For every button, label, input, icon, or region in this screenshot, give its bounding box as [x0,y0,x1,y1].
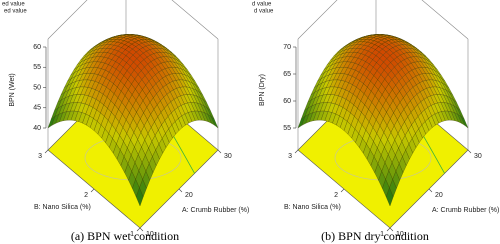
legend-note: ed value [2,2,25,8]
x-tick-label: 30 [474,153,482,160]
z-tick-label: 55 [283,125,291,132]
y-tick-label: 1 [130,231,134,238]
x-tick-label: 10 [146,231,154,238]
x-axis-label: A: Crumb Rubber (%) [182,207,249,214]
x-axis-label: A: Crumb Rubber (%) [432,207,499,214]
z-tick-label: 65 [283,71,291,78]
y-tick [44,149,49,154]
caption: (b) BPN dry condition [321,229,429,243]
z-tick-label: 40 [33,125,41,132]
x-tick-label: 20 [435,192,443,199]
z-tick-label: 55 [33,64,41,71]
z-tick-label: 60 [283,98,291,105]
surface-cell [386,187,394,207]
z-axis-label: BPN (Wet) [9,73,16,106]
z-tick-label: 50 [33,84,41,91]
legend-note: d value [252,2,272,8]
surface-cell [136,187,144,207]
box-edge [297,0,469,40]
x-tick [139,227,144,232]
z-axis-label: BPN (Dry) [259,74,266,106]
y-tick [90,188,95,193]
y-tick [386,227,391,232]
z-tick-label: 45 [33,105,41,112]
y-tick-label: 3 [288,153,292,160]
legend-note: ed value [4,9,27,15]
y-tick [340,188,345,193]
x-tick-label: 10 [396,231,404,238]
z-tick-label: 70 [283,44,291,51]
y-tick-label: 2 [84,192,88,199]
surface-plot: 40 45 50 55 60 BPN (Wet) 10 20 30 1 2 3 A: Crumb Rub… [2,0,249,243]
x-tick [428,188,433,193]
x-tick [389,227,394,232]
y-axis-label: B: Nano Silica (%) [284,204,341,211]
y-tick-label: 3 [38,153,42,160]
x-tick [178,188,183,193]
box-edge [47,0,219,40]
caption: (a) BPN wet condition [71,229,179,243]
x-tick [217,149,222,154]
y-tick-label: 2 [334,192,338,199]
y-tick [136,227,141,232]
x-tick-label: 30 [224,153,232,160]
y-tick-label: 1 [380,231,384,238]
x-tick [467,149,472,154]
z-tick-label: 60 [33,44,41,51]
x-tick-label: 20 [185,192,193,199]
legend-note: d value [254,9,274,15]
y-axis-label: B: Nano Silica (%) [34,204,91,211]
surface-plot: 55 60 65 70 BPN (Dry) 10 20 30 1 2 3 A: Crumb Rubbe… [252,0,499,243]
y-tick [294,149,299,154]
